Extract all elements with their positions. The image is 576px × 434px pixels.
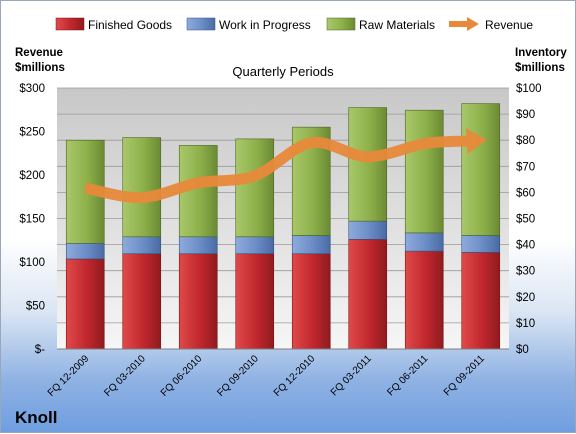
bar-work-in-progress [404, 232, 444, 252]
right-axis-title-line1: Inventory [515, 47, 567, 59]
left-axis-tick-label: $50 [26, 301, 45, 313]
bar-work-in-progress [65, 242, 105, 260]
legend-item-work-in-progress: Work in Progress [186, 17, 311, 32]
legend-swatch-finished-goods [55, 17, 85, 31]
legend-arrow-revenue [467, 17, 479, 31]
right-axis-tick-label: $0 [516, 344, 529, 356]
bar-work-in-progress [122, 236, 162, 255]
right-axis-tick-label: $60 [516, 187, 535, 199]
bar-finished-goods [65, 258, 105, 350]
legend-item-revenue: Revenue [449, 17, 533, 32]
x-axis-tick-label: FQ 09-2010 [215, 353, 261, 399]
x-axis-ticks: FQ 12-2009 FQ 03-2010 FQ 06-2010 FQ 09-2010… [46, 353, 487, 399]
legend-item-raw-materials: Raw Materials [326, 17, 435, 32]
bar-raw-materials [122, 137, 162, 238]
legend-item-finished-goods: Finished Goods [55, 17, 172, 32]
bar-finished-goods [235, 253, 275, 350]
right-axis-ticks: $0 $10 $20 $30 $40 $50 $60 $70 $80 $90 $100 [516, 83, 542, 356]
x-axis-tick-label: FQ 03-2011 [329, 353, 374, 398]
left-axis-title-line1: Revenue [15, 47, 63, 59]
bar-work-in-progress [461, 235, 501, 253]
bar-finished-goods [404, 250, 444, 350]
left-axis-tick-label: $- [35, 344, 45, 356]
x-axis-tick-label: FQ 12-2010 [272, 353, 318, 399]
legend-label-raw-materials: Raw Materials [359, 18, 435, 32]
right-axis-title-line2: $millions [515, 62, 565, 74]
revenue-arrowhead [465, 128, 487, 155]
legend-label-finished-goods: Finished Goods [88, 18, 172, 32]
bar-work-in-progress [291, 235, 331, 255]
legend-swatch-work-in-progress [186, 17, 216, 31]
right-axis-tick-label: $40 [516, 240, 535, 252]
right-axis-tick-label: $30 [516, 266, 535, 278]
right-axis-tick-label: $80 [516, 135, 535, 147]
left-axis-tick-label: $100 [19, 257, 45, 269]
bar-work-in-progress [178, 236, 218, 255]
company-name: Knoll [15, 408, 58, 427]
right-axis-tick-label: $90 [516, 109, 535, 121]
legend: Finished Goods Work in Progress Raw Mate… [55, 17, 533, 32]
left-axis-title-line2: $millions [15, 62, 65, 74]
bar-raw-materials [461, 103, 501, 236]
bar-work-in-progress [348, 220, 388, 240]
left-axis-tick-label: $150 [19, 214, 45, 226]
left-axis-tick-label: $300 [19, 83, 45, 95]
right-axis-tick-label: $10 [516, 318, 535, 330]
chart-title: Quarterly Periods [232, 64, 334, 79]
x-axis-tick-label: FQ 09-2011 [442, 353, 487, 398]
revenue-line [84, 135, 468, 204]
bar-finished-goods [291, 253, 331, 350]
bar-finished-goods [122, 253, 162, 350]
x-axis-tick-label: FQ 12-2009 [46, 353, 92, 399]
legend-swatch-raw-materials [326, 17, 356, 31]
legend-label-work-in-progress: Work in Progress [219, 18, 311, 32]
right-axis-tick-label: $100 [516, 83, 542, 95]
right-axis-tick-label: $50 [516, 214, 535, 226]
x-axis-tick-label: FQ 06-2011 [385, 353, 430, 398]
revenue-line-group [84, 128, 487, 204]
right-axis-tick-label: $70 [516, 161, 535, 173]
left-axis-ticks: $- $50 $100 $150 $200 $250 $300 [19, 83, 45, 356]
left-axis-tick-label: $200 [19, 170, 45, 182]
bar-finished-goods [461, 252, 501, 350]
x-axis-tick-label: FQ 03-2010 [102, 353, 148, 399]
right-axis-tick-label: $20 [516, 292, 535, 304]
legend-label-revenue: Revenue [485, 18, 533, 32]
bar-raw-materials [404, 109, 444, 234]
bar-work-in-progress [235, 236, 275, 255]
left-axis-tick-label: $250 [19, 127, 45, 139]
bar-finished-goods [348, 239, 388, 350]
bar-raw-materials [235, 138, 275, 238]
x-axis-tick-label: FQ 06-2010 [159, 353, 205, 399]
bar-finished-goods [178, 253, 218, 350]
bar-raw-materials [348, 107, 388, 222]
